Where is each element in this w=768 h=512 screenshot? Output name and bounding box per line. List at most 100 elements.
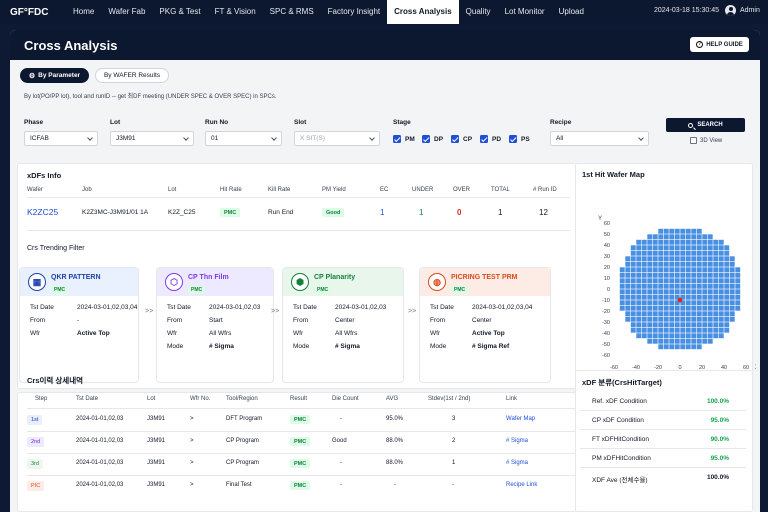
nav-item-quality[interactable]: Quality	[465, 7, 491, 16]
wafer-die	[674, 311, 680, 317]
history-col-header: Wfr No.	[190, 396, 211, 402]
divider	[580, 448, 746, 449]
wafer-die	[729, 272, 735, 278]
wafer-die	[647, 333, 653, 339]
stage-checkbox-dp[interactable]: DP	[422, 135, 443, 143]
wafer-die	[707, 267, 713, 273]
divider	[580, 429, 746, 430]
history-col-header: Tool/Region	[226, 396, 258, 402]
wafer-die	[663, 250, 669, 256]
wafer-die	[724, 250, 730, 256]
stage-checkbox-ps[interactable]: PS	[509, 135, 530, 143]
history-link[interactable]: # Sigma	[506, 460, 529, 466]
divider	[27, 197, 570, 198]
result-badge: PMC	[290, 437, 311, 446]
wafer-die	[641, 239, 647, 245]
wafer-die	[625, 305, 631, 311]
nav-item-upload[interactable]: Upload	[558, 7, 584, 16]
wafer-die	[674, 338, 680, 344]
trend-card[interactable]: ⬡ CP Thn Film PMC Tst Date 2024-03-01,02,03 F…	[156, 267, 274, 383]
wafer-die	[630, 261, 636, 267]
nav-item-factory-insight[interactable]: Factory Insight	[327, 7, 381, 16]
slot-select[interactable]: X SIT(S)	[294, 131, 380, 146]
wafer-die	[658, 261, 664, 267]
history-link[interactable]: Recipe Link	[506, 482, 538, 488]
wafer-die	[696, 278, 702, 284]
wafer-die	[636, 261, 642, 267]
nav-item-cross-analysis[interactable]: Cross Analysis	[387, 0, 459, 24]
history-cell-lot: J3M91	[147, 438, 166, 444]
trend-card-field-value[interactable]: # Sigma	[335, 343, 360, 350]
wafer-die	[702, 278, 708, 284]
wafer-die	[702, 305, 708, 311]
phase-select[interactable]: ICFAB	[24, 131, 98, 146]
nav-item-wafer-fab[interactable]: Wafer Fab	[108, 7, 146, 16]
wafer-id-link[interactable]: K2ZC25	[27, 207, 59, 217]
trend-card-field-label: From	[293, 317, 309, 324]
stage-checkbox-pm[interactable]: PM	[393, 135, 415, 143]
trend-card-field-value[interactable]: # Sigma Ref	[472, 343, 510, 350]
trend-card[interactable]: ▦ QKR PATTERN PMC Tst Date 2024-03-01,02,03,…	[19, 267, 139, 383]
chevron-down-icon	[87, 135, 93, 141]
wafer-die	[669, 305, 675, 311]
wafer-die	[652, 256, 658, 262]
wafer-die	[707, 311, 713, 317]
wafer-die	[619, 283, 625, 289]
recipe-select[interactable]: All	[550, 131, 649, 146]
trend-card-field-value[interactable]: # Sigma	[209, 343, 234, 350]
help-guide-button[interactable]: ? HELP GUIDE	[690, 37, 749, 52]
tab-by-parameter[interactable]: ⚙ By Parameter	[20, 68, 89, 83]
history-link[interactable]: Wafer Map	[506, 416, 536, 422]
wafer-die	[658, 239, 664, 245]
app-logo[interactable]: GF°FDC	[10, 6, 49, 18]
wafer-die	[658, 294, 664, 300]
trend-card-field-label: Wfr	[293, 330, 304, 337]
history-cell-avg: -	[394, 482, 396, 488]
wafer-die	[674, 267, 680, 273]
stage-checkbox-cp[interactable]: CP	[451, 135, 472, 143]
trend-card-field-value[interactable]: Active Top	[77, 330, 110, 337]
search-button[interactable]: SEARCH	[666, 118, 745, 132]
wafer-die	[658, 300, 664, 306]
stage-checkbox-pd[interactable]: PD	[480, 135, 501, 143]
trend-card[interactable]: ◍ PICRING TEST PRM PMC Tst Date 2024-03-01,0…	[419, 267, 551, 383]
wafer-die	[674, 245, 680, 251]
wafer-die	[647, 338, 653, 344]
trend-card-badge: PMC	[188, 286, 206, 294]
nav-item-home[interactable]: Home	[73, 7, 95, 16]
nav-item-spc-rms[interactable]: SPC & RMS	[269, 7, 314, 16]
run-no-select[interactable]: 01	[205, 131, 282, 146]
nav-item-pkg-test[interactable]: PKG & Test	[159, 7, 201, 16]
history-link[interactable]: # Sigma	[506, 438, 529, 444]
wafer-die	[724, 327, 730, 333]
wafer-die	[702, 316, 708, 322]
wafer-die	[696, 311, 702, 317]
wafer-die	[680, 333, 686, 339]
view-3d-checkbox[interactable]: 3D View	[690, 137, 722, 144]
trend-card-field-label: Mode	[167, 343, 184, 350]
wafer-die	[691, 344, 697, 350]
xdf-condition-label: Ref. xDF Condition	[592, 398, 647, 405]
user-menu[interactable]: Admin	[725, 5, 760, 16]
tab-by-wafer-results[interactable]: By WAFER Results	[95, 68, 169, 83]
wafer-die	[630, 316, 636, 322]
chevron-down-icon	[638, 135, 644, 141]
nav-item-ft-vision[interactable]: FT & Vision	[214, 7, 256, 16]
wafer-die	[652, 234, 658, 240]
wafer-die	[724, 278, 730, 284]
trend-card[interactable]: ⬢ CP Planarity PMC Tst Date 2024-03-01,02,03…	[282, 267, 404, 383]
wafer-die	[658, 289, 664, 295]
xdf-condition-label: XDF Ave (전체수율)	[592, 477, 648, 484]
trend-card-field-value[interactable]: Active Top	[472, 330, 505, 337]
lot-select[interactable]: J3M91	[110, 131, 194, 146]
wafer-die	[702, 256, 708, 262]
wafer-die	[680, 316, 686, 322]
history-cell-date: 2024-01-01,02,03	[76, 416, 124, 422]
wafer-die	[702, 322, 708, 328]
nav-item-lot-monitor[interactable]: Lot Monitor	[504, 7, 545, 16]
ec-value[interactable]: 1	[380, 208, 385, 217]
wafer-die	[652, 305, 658, 311]
wafer-die	[680, 267, 686, 273]
wafer-die	[652, 278, 658, 284]
wafer-die	[718, 294, 724, 300]
